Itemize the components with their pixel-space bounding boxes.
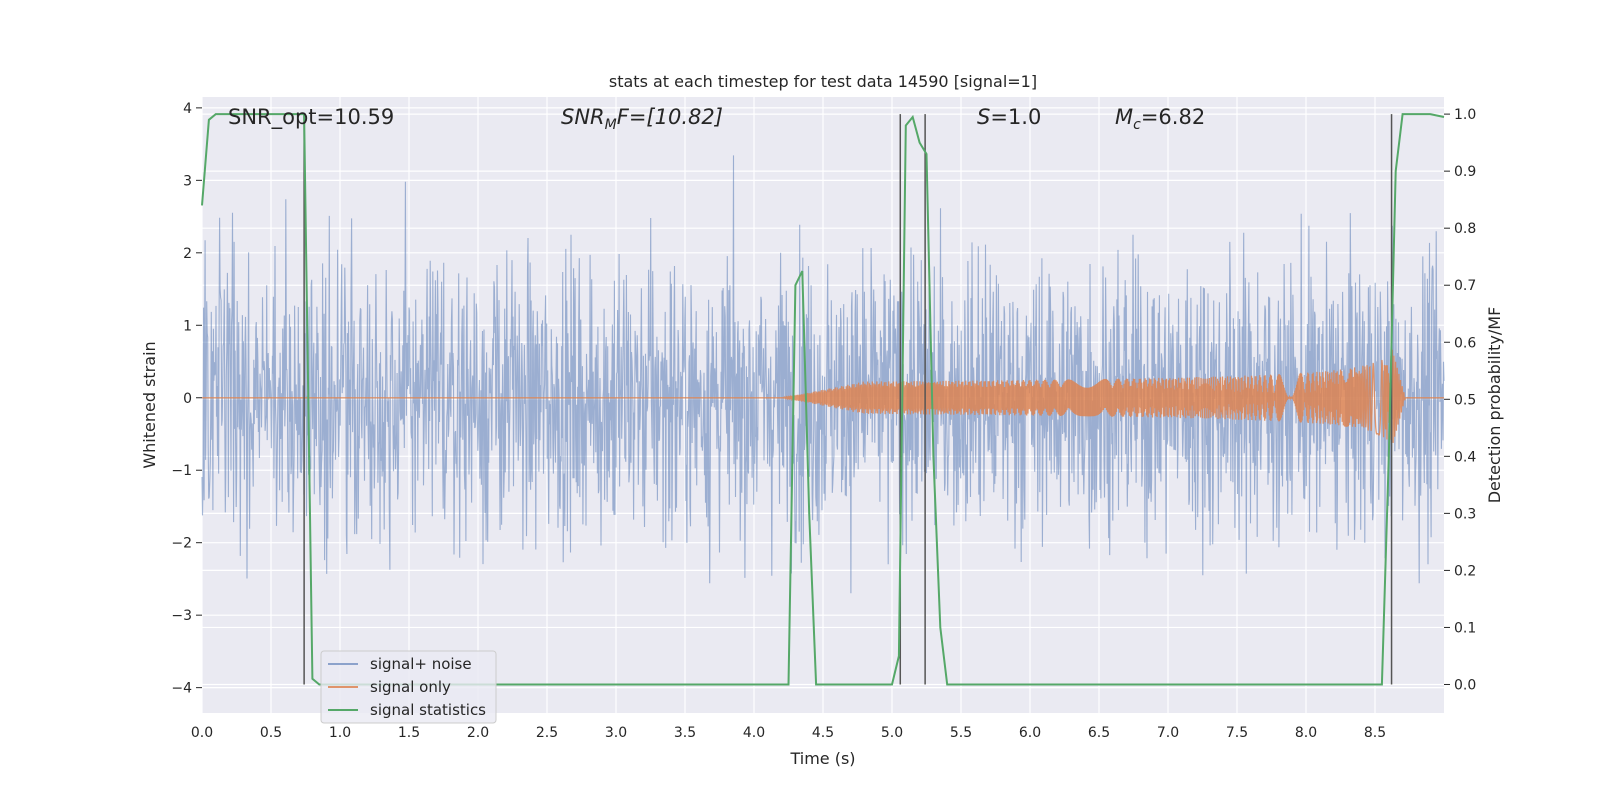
legend-box xyxy=(320,650,497,724)
x-tick-label: 3.5 xyxy=(674,725,696,741)
annotation-mc-main: M xyxy=(1115,105,1133,129)
x-tick-label: 7.0 xyxy=(1157,725,1179,741)
x-tick-label: 2.5 xyxy=(536,725,558,741)
y-right-tick-label: 0.2 xyxy=(1454,563,1476,579)
vertical-lines xyxy=(303,114,1393,685)
signal-only-line xyxy=(202,349,1444,443)
y-tick-label: −1 xyxy=(171,463,192,479)
x-tick-label: 2.0 xyxy=(467,725,489,741)
signal-statistics-series xyxy=(201,113,1445,686)
chart-title: stats at each timestep for test data 145… xyxy=(609,72,1037,91)
annotation-mc: Mc=6.82 xyxy=(1115,105,1205,133)
legend-label-signal-statistics: signal statistics xyxy=(370,701,486,719)
y-right-tick-label: 0.0 xyxy=(1454,677,1476,693)
annotation-snr-mf-sub: M xyxy=(605,117,617,133)
x-tick-label: 4.5 xyxy=(812,725,834,741)
y-tick-label: 4 xyxy=(183,101,192,117)
x-tick-label: 6.0 xyxy=(1019,725,1041,741)
y-tick-label: 3 xyxy=(183,173,192,189)
y-right-tick-label: 0.8 xyxy=(1454,221,1476,237)
annotation-mc-sub: c xyxy=(1133,117,1141,133)
y-tick-label: −4 xyxy=(171,681,192,697)
x-axis-label: Time (s) xyxy=(789,749,855,768)
y-right-tick-label: 0.3 xyxy=(1454,506,1476,522)
annotation-mc-rest: =6.82 xyxy=(1141,105,1205,129)
annotation-snr-opt: SNR_opt=10.59 xyxy=(228,105,394,130)
signal-statistics-line xyxy=(201,113,1445,686)
signal-noise-series xyxy=(201,155,1445,594)
x-tick-label: 3.0 xyxy=(605,725,627,741)
x-tick-label: 8.5 xyxy=(1364,725,1386,741)
y-right-tick-label: 0.5 xyxy=(1454,392,1476,408)
tick-labels: 0.0 0.5 1.0 1.5 2.0 2.5 3.0 3.5 4.0 4.5 5.0 5.5 6.0 6… xyxy=(171,101,1476,741)
y-right-tick-label: 0.1 xyxy=(1454,620,1476,636)
y-tick-label: 1 xyxy=(183,318,192,334)
y-tick-label: 0 xyxy=(183,391,192,407)
x-tick-label: 4.0 xyxy=(743,725,765,741)
x-tick-label: 1.0 xyxy=(329,725,351,741)
legend: signal+ noise signal only signal statist… xyxy=(320,650,497,724)
signal-only-series xyxy=(202,349,1444,443)
x-tick-label: 7.5 xyxy=(1226,725,1248,741)
annotation-s: S=1.0 xyxy=(977,105,1041,129)
y-axis-right-label: Detection probability/MF xyxy=(1485,307,1504,504)
annotation-s-rest: =1.0 xyxy=(990,105,1041,129)
x-tick-label: 1.5 xyxy=(398,725,420,741)
y-right-tick-label: 0.7 xyxy=(1454,278,1476,294)
y-right-tick-label: 0.4 xyxy=(1454,449,1476,465)
annotation-s-main: S xyxy=(977,105,990,129)
x-tick-label: 6.5 xyxy=(1088,725,1110,741)
x-tick-label: 5.0 xyxy=(881,725,903,741)
y-tick-label: −3 xyxy=(171,608,192,624)
signal-noise-line xyxy=(201,155,1445,594)
annotation-snr-mf-main: SNR xyxy=(561,105,605,129)
legend-label-signal-noise: signal+ noise xyxy=(370,655,472,673)
x-tick-label: 0.5 xyxy=(260,725,282,741)
annotation-snr-mf-rest: F=[10.82] xyxy=(617,105,723,129)
y-tick-label: 2 xyxy=(183,246,192,262)
annotation-snr-mf: SNRMF=[10.82] xyxy=(561,105,723,133)
x-tick-label: 0.0 xyxy=(191,725,213,741)
y-right-tick-label: 1.0 xyxy=(1454,107,1476,123)
y-right-tick-label: 0.6 xyxy=(1454,335,1476,351)
y-tick-label: −2 xyxy=(171,536,192,552)
x-tick-label: 5.5 xyxy=(950,725,972,741)
y-axis-label: Whitened strain xyxy=(140,341,159,468)
x-tick-label: 8.0 xyxy=(1295,725,1317,741)
legend-label-signal-only: signal only xyxy=(370,678,451,696)
y-right-tick-label: 0.9 xyxy=(1454,164,1476,180)
